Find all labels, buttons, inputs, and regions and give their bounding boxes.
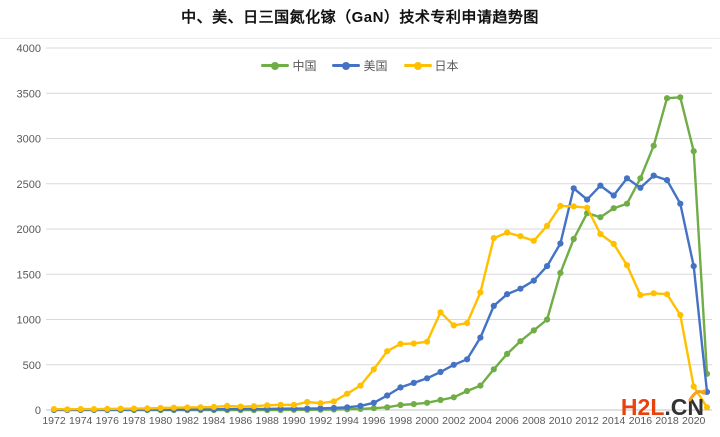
svg-text:1976: 1976 [96, 415, 120, 427]
svg-text:2500: 2500 [17, 179, 41, 191]
legend-label: 美国 [363, 59, 388, 73]
svg-text:1990: 1990 [282, 415, 306, 427]
watermark: H2L.CN [620, 389, 706, 420]
svg-text:1972: 1972 [42, 415, 66, 427]
svg-text:3500: 3500 [17, 88, 41, 100]
legend-item-us: 美国 [332, 57, 388, 74]
svg-text:2012: 2012 [575, 415, 599, 427]
svg-text:2020: 2020 [682, 415, 706, 427]
svg-text:1992: 1992 [309, 415, 333, 427]
watermark-primary-text: H2L [620, 394, 665, 420]
svg-text:1988: 1988 [256, 415, 280, 427]
svg-text:2000: 2000 [415, 415, 439, 427]
page-title: 中、美、日三国氮化镓（GaN）技术专利申请趋势图 [181, 9, 539, 26]
svg-text:1000: 1000 [17, 315, 41, 327]
svg-text:2004: 2004 [469, 415, 493, 427]
title-divider [0, 38, 720, 39]
svg-text:2006: 2006 [495, 415, 519, 427]
svg-text:1978: 1978 [122, 415, 146, 427]
svg-text:1974: 1974 [69, 415, 93, 427]
svg-text:0: 0 [35, 405, 41, 417]
svg-text:1996: 1996 [362, 415, 386, 427]
legend-line-dot-icon [261, 61, 290, 70]
svg-text:500: 500 [23, 360, 41, 372]
svg-text:1980: 1980 [149, 415, 173, 427]
legend-item-china: 中国 [261, 57, 316, 74]
svg-text:1986: 1986 [229, 415, 253, 427]
svg-text:2016: 2016 [629, 415, 653, 427]
svg-text:2018: 2018 [655, 415, 679, 427]
legend-line-dot-icon [403, 61, 432, 70]
svg-text:3000: 3000 [17, 134, 41, 146]
svg-text:2014: 2014 [602, 415, 626, 427]
svg-text:1982: 1982 [176, 415, 200, 427]
watermark-secondary-text: .CN [664, 394, 704, 420]
svg-text:1994: 1994 [336, 415, 360, 427]
svg-text:1998: 1998 [389, 415, 413, 427]
svg-text:1500: 1500 [17, 269, 41, 281]
watermark-arrow-icon [688, 389, 706, 402]
svg-text:2000: 2000 [17, 224, 41, 236]
legend-line-dot-icon [332, 61, 361, 70]
legend-label: 日本 [434, 59, 459, 73]
chart-legend: 中国 美国 日本 [0, 57, 720, 74]
svg-text:4000: 4000 [17, 43, 41, 55]
svg-text:2008: 2008 [522, 415, 546, 427]
svg-text:1984: 1984 [202, 415, 226, 427]
svg-text:2002: 2002 [442, 415, 466, 427]
legend-item-japan: 日本 [403, 57, 459, 74]
svg-text:2010: 2010 [549, 415, 573, 427]
legend-label: 中国 [292, 59, 317, 73]
